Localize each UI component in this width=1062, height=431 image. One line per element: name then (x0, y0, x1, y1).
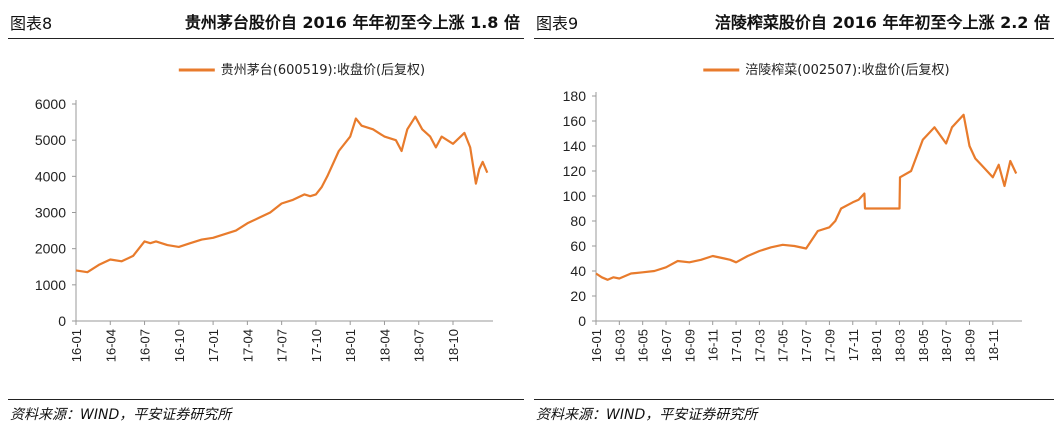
x-tick-label: 17-07 (275, 329, 290, 362)
x-tick-label: 18-05 (916, 329, 931, 362)
legend: 涪陵榨菜(002507):收盘价(后复权) (703, 62, 950, 78)
y-tick-label: 5000 (35, 132, 66, 148)
x-tick-label: 16-01 (69, 329, 84, 362)
legend-label: 贵州茅台(600519):收盘价(后复权) (221, 62, 425, 78)
y-tick-label: 80 (570, 213, 586, 229)
x-tick-label: 17-01 (206, 329, 221, 362)
y-tick-label: 0 (58, 313, 66, 329)
y-tick-label: 2000 (35, 241, 66, 257)
y-tick-label: 40 (570, 263, 586, 279)
line-chart-fuling: 涪陵榨菜(002507):收盘价(后复权) 0 20 40 60 80 100 120 140 1… (563, 62, 1022, 362)
x-tick-label: 18-04 (377, 329, 392, 362)
x-tick-label: 16-07 (659, 329, 674, 362)
x-tick-label: 18-09 (962, 329, 977, 362)
header-rule (8, 38, 524, 39)
x-tick-label: 16-03 (612, 329, 627, 362)
y-tick-label: 160 (563, 113, 587, 129)
x-tick-label: 17-09 (822, 329, 837, 362)
x-tick-label: 18-07 (412, 329, 427, 362)
source-note: 资料来源：WIND，平安证券研究所 (10, 407, 232, 423)
series-line (75, 115, 489, 274)
x-tick-label: 17-03 (752, 329, 767, 362)
x-tick-label: 16-04 (103, 329, 118, 362)
x-tick-label: 18-01 (869, 329, 884, 362)
figure-title: 贵州茅台股价自 2016 年年初至今上涨 1.8 倍 (184, 13, 520, 32)
x-tick-label: 18-07 (939, 329, 954, 362)
x-tick-label: 16-05 (636, 329, 651, 362)
figure-header: 图表9 涪陵榨菜股价自 2016 年年初至今上涨 2.2 倍 (534, 6, 1054, 34)
y-tick-label: 60 (570, 238, 586, 254)
source-note: 资料来源：WIND，平安证券研究所 (536, 407, 758, 423)
figure-panel-maotai: 图表8 贵州茅台股价自 2016 年年初至今上涨 1.8 倍 贵州茅台(6005… (8, 0, 524, 431)
y-tick-label: 4000 (35, 168, 66, 184)
legend-label: 涪陵榨菜(002507):收盘价(后复权) (745, 62, 949, 78)
y-tick-label: 180 (563, 88, 587, 104)
y-tick-label: 1000 (35, 277, 66, 293)
x-tick-label: 16-10 (172, 329, 187, 362)
x-tick-label: 16-07 (138, 329, 153, 362)
header-rule (534, 38, 1054, 39)
footer-rule (534, 399, 1054, 400)
x-tick-label: 17-01 (729, 329, 744, 362)
x-tick-label: 17-05 (776, 329, 791, 362)
y-tick-label: 100 (563, 188, 587, 204)
x-tick-label: 18-01 (343, 329, 358, 362)
x-tick-label: 18-10 (446, 329, 461, 362)
y-tick-label: 0 (578, 313, 586, 329)
legend: 贵州茅台(600519):收盘价(后复权) (178, 62, 425, 78)
y-tick-label: 20 (570, 288, 586, 304)
y-tick-label: 3000 (35, 205, 66, 221)
figure-label: 图表9 (536, 14, 579, 33)
footer-rule (8, 399, 524, 400)
y-tick-label: 6000 (35, 96, 66, 112)
y-tick-label: 140 (563, 138, 587, 154)
x-tick-label: 16-11 (706, 329, 721, 361)
x-tick-label: 16-01 (589, 329, 604, 362)
x-tick-label: 17-11 (846, 329, 861, 361)
figure-title: 涪陵榨菜股价自 2016 年年初至今上涨 2.2 倍 (714, 13, 1050, 32)
figure-label: 图表8 (10, 14, 53, 33)
figure-header: 图表8 贵州茅台股价自 2016 年年初至今上涨 1.8 倍 (8, 6, 524, 34)
x-tick-label: 18-11 (986, 329, 1001, 361)
y-tick-label: 120 (563, 163, 587, 179)
x-tick-label: 17-10 (309, 329, 324, 362)
x-tick-label: 17-04 (240, 329, 255, 362)
x-tick-label: 16-09 (682, 329, 697, 362)
x-tick-label: 17-07 (799, 329, 814, 362)
x-tick-label: 18-03 (892, 329, 907, 362)
line-chart-maotai: 贵州茅台(600519):收盘价(后复权) 0 1000 2000 3000 4000 50… (35, 62, 493, 362)
series-line (595, 113, 1018, 281)
figure-panel-fuling: 图表9 涪陵榨菜股价自 2016 年年初至今上涨 2.2 倍 涪陵榨菜(0025… (534, 0, 1054, 431)
